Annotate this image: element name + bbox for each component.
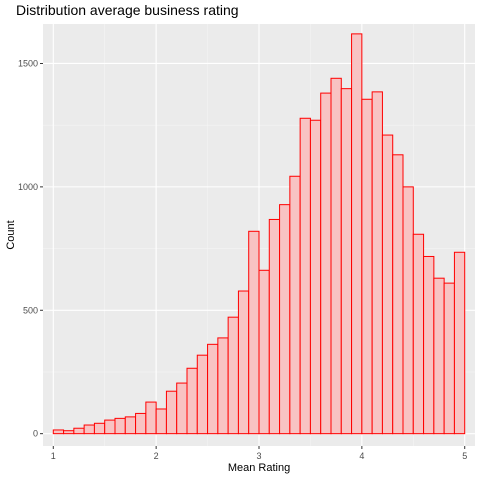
histogram-bar	[361, 98, 373, 435]
histogram-bar	[83, 424, 95, 435]
x-axis-label: Mean Rating	[228, 462, 290, 474]
x-axis: 1 2 3 4 5	[51, 446, 467, 461]
histogram-bar	[104, 419, 116, 435]
histogram-bar	[165, 390, 178, 435]
x-tick-label: 5	[462, 451, 467, 461]
histogram-bar	[155, 408, 167, 435]
histogram-bar	[176, 382, 188, 435]
histogram-bar	[289, 175, 301, 435]
bars	[52, 33, 466, 435]
histogram-bar	[330, 77, 342, 435]
histogram-bar	[135, 412, 147, 435]
histogram-bar	[186, 367, 198, 435]
x-tick-label: 4	[359, 451, 364, 461]
histogram-bar	[320, 92, 332, 435]
histogram-bar	[217, 337, 229, 435]
histogram-bar	[63, 430, 75, 435]
x-tick-label: 3	[256, 451, 261, 461]
y-tick-label: 500	[23, 305, 38, 315]
histogram-bar	[207, 343, 219, 435]
histogram-bar	[381, 134, 394, 435]
histogram-bar	[443, 282, 455, 435]
y-axis: 0 500 1000 1500	[18, 58, 43, 439]
histogram-bar	[52, 429, 65, 435]
histogram-bar	[402, 186, 414, 435]
histogram-bar	[412, 233, 425, 435]
x-tick-label: 1	[51, 451, 56, 461]
histogram-bar	[114, 417, 126, 435]
histogram-bar	[309, 119, 322, 435]
histogram-bar	[433, 277, 445, 435]
histogram-bar	[145, 401, 157, 435]
chart-title: Distribution average business rating	[16, 2, 239, 18]
histogram-bar	[453, 251, 466, 435]
histogram-bar	[93, 422, 106, 435]
histogram-bar	[73, 427, 85, 435]
histogram-bar	[351, 33, 363, 435]
histogram-bar	[237, 290, 250, 435]
y-tick-label: 0	[33, 429, 38, 439]
histogram-bar	[124, 416, 137, 435]
histogram-bar	[196, 354, 209, 435]
histogram-bar	[371, 91, 383, 435]
histogram-bar	[299, 117, 311, 435]
histogram-bar	[392, 154, 404, 435]
y-axis-label: Count	[5, 220, 17, 249]
y-tick-label: 1500	[18, 58, 38, 68]
y-tick-label: 1000	[18, 182, 38, 192]
histogram-bar	[248, 230, 260, 435]
histogram-bar	[279, 204, 291, 435]
x-tick-label: 2	[154, 451, 159, 461]
histogram-bar	[227, 316, 239, 435]
histogram-bar	[423, 255, 435, 435]
histogram-bar	[258, 269, 270, 435]
histogram-bar	[340, 88, 353, 435]
histogram-bar	[268, 218, 281, 435]
